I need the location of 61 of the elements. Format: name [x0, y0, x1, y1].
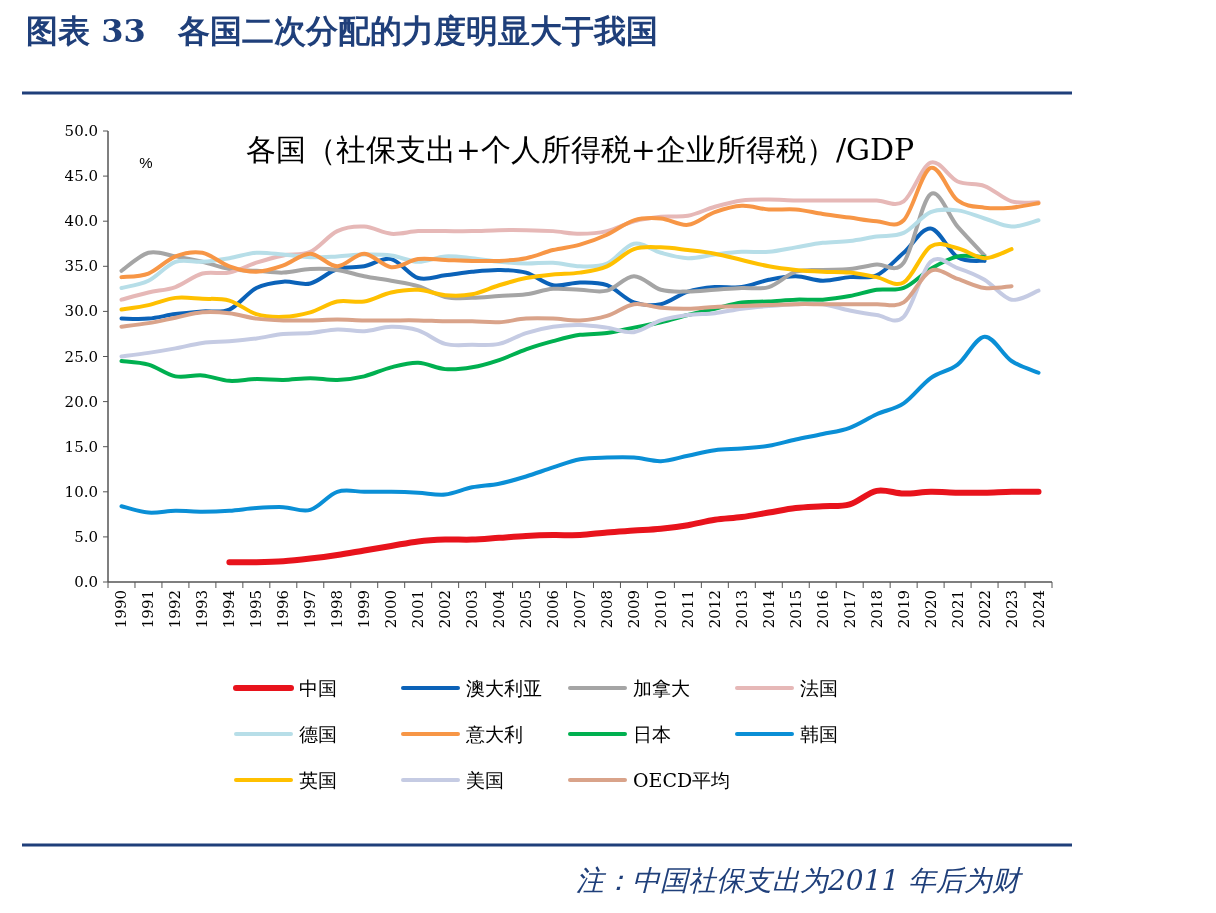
x-tick-label: 2019 [894, 590, 913, 629]
x-tick-label: 2004 [490, 590, 509, 629]
x-tick-label: 2013 [732, 590, 751, 629]
y-tick-label: 25.0 [64, 347, 98, 366]
legend-label: 法国 [800, 677, 838, 699]
y-tick-label: 45.0 [64, 167, 98, 186]
x-tick-label: 2007 [571, 590, 589, 629]
x-tick-label: 2005 [517, 590, 536, 629]
x-tick-label: 1991 [139, 590, 158, 629]
x-tick-label: 2002 [436, 590, 455, 629]
y-tick-label: 10.0 [64, 482, 98, 501]
x-tick-label: 1994 [220, 590, 239, 629]
x-tick-label: 2023 [1002, 590, 1021, 629]
x-tick-label: 2009 [624, 590, 643, 629]
x-tick-label: 2003 [463, 590, 482, 629]
x-tick-label: 1999 [355, 590, 374, 629]
y-tick-label: 5.0 [74, 527, 98, 546]
legend-label: 德国 [299, 723, 337, 745]
x-tick-label: 2006 [544, 590, 563, 629]
x-tick-label: 2008 [597, 590, 616, 629]
x-tick-label: 2014 [759, 590, 778, 629]
y-tick-label: 35.0 [64, 257, 98, 276]
legend-label: 意大利 [465, 723, 523, 745]
x-tick-label: 1990 [112, 590, 131, 629]
x-tick-label: 2024 [1029, 590, 1048, 629]
legend-label: 日本 [633, 723, 671, 745]
x-tick-label: 2021 [948, 590, 967, 629]
legend-label: 澳大利亚 [466, 677, 542, 699]
y-tick-label: 30.0 [64, 302, 98, 321]
x-tick-label: 2022 [975, 590, 994, 629]
x-tick-label: 2011 [678, 590, 697, 629]
x-tick-label: 2010 [651, 590, 670, 629]
chart-subtitle: 各国（社保支出+个人所得税+企业所得税）/GDP [245, 132, 915, 167]
legend-label: 美国 [466, 769, 504, 791]
x-tick-label: 1998 [328, 590, 347, 629]
y-tick-label: 40.0 [64, 212, 98, 231]
y-tick-label: 50.0 [64, 122, 98, 140]
legend-label: 英国 [299, 769, 337, 791]
x-tick-label: 2015 [786, 590, 805, 629]
x-tick-label: 2017 [840, 590, 859, 629]
x-tick-label: 1996 [274, 590, 293, 629]
x-tick-label: 2000 [382, 590, 401, 629]
x-tick-label: 2018 [867, 590, 886, 629]
legend-label: 中国 [299, 677, 337, 699]
y-tick-label: 0.0 [74, 573, 98, 591]
chart-title: 图表 33 各国二次分配的力度明显大于我国 [26, 12, 658, 50]
x-tick-label: 1995 [247, 590, 266, 629]
legend-label: 加拿大 [633, 677, 690, 699]
x-tick-label: 2001 [409, 590, 428, 629]
y-axis-title: % [139, 154, 153, 171]
text: 注：中国社保支出为2011 年后为财 [576, 864, 1025, 897]
x-tick-label: 1993 [193, 590, 212, 629]
y-tick-label: 20.0 [64, 392, 98, 411]
x-tick-label: 2016 [813, 590, 832, 629]
y-tick-label: 15.0 [64, 437, 98, 456]
x-tick-label: 1992 [166, 590, 185, 629]
legend-label: 韩国 [800, 723, 838, 745]
x-tick-label: 2012 [705, 590, 724, 629]
legend-label: OECD平均 [633, 769, 731, 791]
x-tick-label: 1997 [301, 590, 320, 629]
x-tick-label: 2020 [921, 590, 940, 629]
